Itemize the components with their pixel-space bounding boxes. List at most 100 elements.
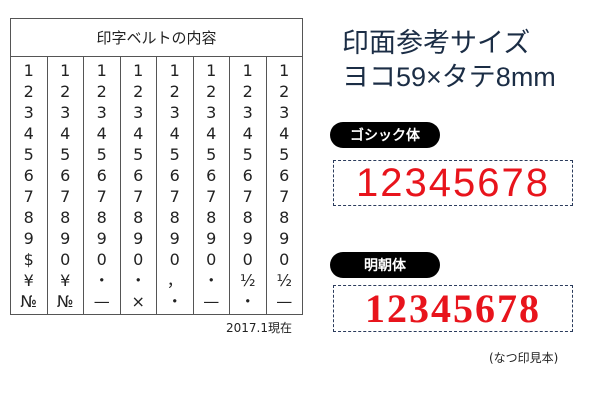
table-cell: 2 [279,82,290,101]
table-cell: 4 [242,124,253,143]
print-size-title: 印面参考サイズ ヨコ59×タテ8mm [342,26,556,94]
table-cell: 6 [279,166,290,185]
table-cell: 9 [133,229,144,248]
table-column: 1 2 3 4 5 6 7 8 9 $ ¥ № [11,57,48,315]
mincho-label: 明朝体 [330,252,440,278]
table-cell: 8 [242,208,253,227]
table-cell: 5 [242,145,253,164]
table-cell: 4 [60,124,71,143]
table-cell: 0 [242,250,253,269]
table-cell: 0 [96,250,107,269]
table-cell: 7 [23,187,34,206]
table-cell: ½ [239,271,256,290]
table-cell: 8 [279,208,290,227]
table-cell: 7 [96,187,107,206]
table-cell: 5 [23,145,34,164]
gothic-label: ゴシック体 [330,122,440,148]
table-cell: 2 [133,82,144,101]
gothic-sample: 12345678 [333,160,573,206]
title-line-1: 印面参考サイズ [342,28,531,58]
table-cell: — [203,292,220,311]
table-cell: 9 [96,229,107,248]
table-cell: 4 [96,124,107,143]
table-cell: 1 [242,61,253,80]
table-cell: 7 [279,187,290,206]
table-cell: 3 [242,103,253,122]
table-cell: 8 [206,208,217,227]
table-cell: 0 [60,250,71,269]
table-cell: ¥ [23,271,34,290]
table-column: 1 2 3 4 5 6 7 8 9 0 ・ — [194,57,230,315]
table-cell: 9 [279,229,290,248]
table-cell: 9 [242,229,253,248]
table-cell: 0 [279,250,290,269]
table-cell: 1 [23,61,34,80]
table-cell: $ [23,250,34,269]
table-cell: 0 [169,250,180,269]
table-cell: 2 [169,82,180,101]
table-cell: — [93,292,110,311]
table-cell: 6 [169,166,180,185]
table-cell: 1 [133,61,144,80]
table-cell: ・ [130,271,147,290]
table-column: 1 2 3 4 5 6 7 8 9 0 ½ ・ [230,57,267,315]
table-cell: 9 [169,229,180,248]
date-note: 2017.1現在 [226,321,292,335]
table-cell: 8 [96,208,107,227]
table-cell: 9 [206,229,217,248]
table-cell: × [131,292,145,311]
table-cell: 7 [206,187,217,206]
table-cell: 3 [279,103,290,122]
table-cell: 5 [169,145,180,164]
table-cell: 7 [60,187,71,206]
table-cell: 1 [279,61,290,80]
table-cell: № [20,292,38,311]
table-column: 1 2 3 4 5 6 7 8 9 0 ・ — [84,57,121,315]
table-cell: 3 [60,103,71,122]
title-line-2: ヨコ59×タテ8mm [342,62,556,92]
table-cell: 7 [169,187,180,206]
table-column: 1 2 3 4 5 6 7 8 9 0 ， ・ [157,57,194,315]
table-cell: — [276,292,293,311]
table-cell: 1 [206,61,217,80]
table-cell: 7 [242,187,253,206]
table-header: 印字ベルトの内容 [11,19,302,57]
table-cell: 2 [96,82,107,101]
table-cell: ½ [276,271,292,290]
table-cell: ・ [239,292,256,311]
mincho-sample: 12345678 [333,285,573,332]
table-cell: 8 [169,208,180,227]
table-cell: 1 [60,61,71,80]
table-cell: 2 [242,82,253,101]
table-cell: 2 [23,82,34,101]
table-column: 1 2 3 4 5 6 7 8 9 0 ・ × [121,57,157,315]
table-cell: 2 [60,82,71,101]
table-cell: 4 [169,124,180,143]
table-columns: 1 2 3 4 5 6 7 8 9 $ ¥ № 1 2 3 4 5 6 7 8 9 0 ¥ № 1 2 3 4 5 6 7 8 9 0 ・ — 1 2 3 4… [11,57,302,315]
table-cell: ， [166,271,183,290]
table-cell: 6 [206,166,217,185]
table-cell: 4 [133,124,144,143]
table-cell: 6 [242,166,253,185]
table-cell: ・ [166,292,183,311]
table-column: 1 2 3 4 5 6 7 8 9 0 ½ — [267,57,303,315]
table-cell: 9 [23,229,34,248]
sample-caption: (なつ印見本) [489,351,559,365]
table-cell: 9 [60,229,71,248]
table-cell: 1 [96,61,107,80]
table-column: 1 2 3 4 5 6 7 8 9 0 ¥ № [48,57,84,315]
table-cell: 3 [133,103,144,122]
table-cell: 6 [23,166,34,185]
belt-contents-table: 印字ベルトの内容 1 2 3 4 5 6 7 8 9 $ ¥ № 1 2 3 4 5 6 7 8 9 0 ¥ № 1 2 3 4 5 6 7… [10,18,303,315]
table-cell: № [56,292,74,311]
table-cell: 3 [206,103,217,122]
table-cell: 5 [96,145,107,164]
table-cell: ・ [93,271,110,290]
table-cell: 8 [60,208,71,227]
table-cell: 5 [206,145,217,164]
table-cell: 4 [279,124,290,143]
table-cell: 3 [169,103,180,122]
table-cell: 6 [96,166,107,185]
table-cell: 3 [96,103,107,122]
table-cell: 6 [133,166,144,185]
